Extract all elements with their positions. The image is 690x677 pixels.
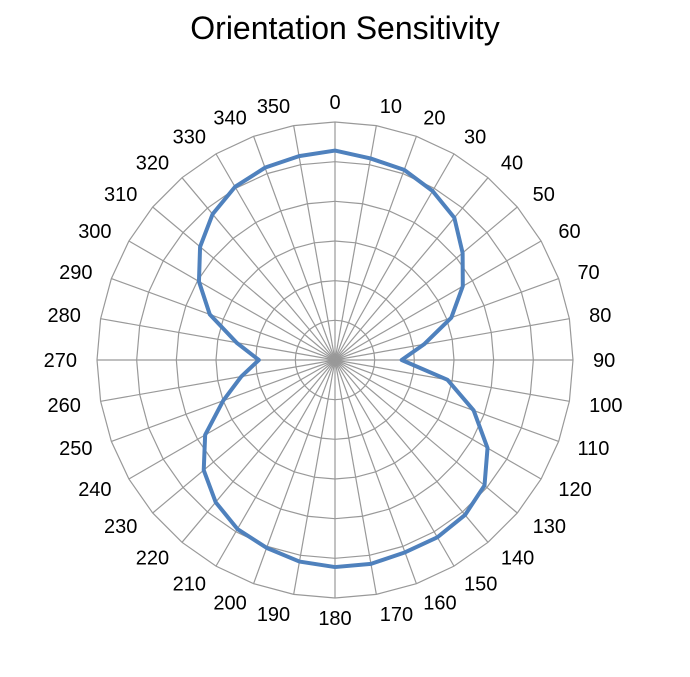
angle-tick-label: 270: [44, 350, 77, 372]
angle-tick-label: 80: [589, 305, 611, 327]
angle-tick-label: 20: [423, 108, 445, 130]
grid-spoke: [152, 359, 336, 514]
grid-spoke: [334, 153, 455, 361]
grid-spoke: [334, 359, 489, 543]
grid-spoke: [181, 177, 336, 361]
angle-tick-label: 180: [318, 608, 351, 630]
angle-tick-label: 90: [593, 350, 615, 372]
grid-spoke: [100, 359, 336, 402]
angle-tick-label: 280: [48, 305, 81, 327]
angle-tick-label: 110: [577, 438, 609, 460]
grid-spoke: [128, 240, 336, 361]
angle-tick-label: 200: [213, 592, 246, 614]
grid-spoke: [253, 136, 336, 361]
grid-spoke: [334, 359, 455, 567]
series-line: [196, 148, 490, 570]
grid-spoke: [100, 318, 336, 361]
grid-spoke: [334, 206, 518, 361]
angle-tick-label: 130: [533, 516, 566, 538]
grid-spoke: [334, 359, 570, 402]
angle-tick-label: 250: [59, 438, 92, 460]
angle-tick-label: 140: [501, 548, 534, 570]
angle-tick-label: 10: [380, 96, 402, 118]
grid-spoke: [111, 278, 336, 361]
grid-spoke: [181, 359, 336, 543]
grid-spoke: [334, 125, 377, 361]
angle-tick-label: 160: [423, 592, 456, 614]
angle-tick-label: 30: [464, 127, 486, 149]
angle-tick-label: 50: [533, 184, 555, 206]
grid-spoke: [215, 359, 336, 567]
grid-spoke: [334, 359, 518, 514]
grid-spoke: [152, 206, 336, 361]
angle-tick-label: 170: [380, 604, 413, 626]
angle-tick-label: 120: [558, 479, 591, 501]
grid-spoke: [334, 359, 377, 595]
angle-tick-label: 40: [501, 152, 523, 174]
angle-tick-label: 340: [213, 108, 246, 130]
grid-spoke: [334, 359, 417, 584]
angle-tick-label: 260: [48, 395, 81, 417]
angle-tick-label: 210: [173, 573, 206, 595]
grid-spoke: [334, 359, 542, 480]
angle-tick-label: 310: [104, 184, 137, 206]
angle-tick-label: 220: [136, 548, 169, 570]
angle-tick-label: 70: [577, 262, 599, 284]
grid-spoke: [334, 177, 489, 361]
angle-tick-label: 350: [257, 96, 290, 118]
angle-tick-label: 100: [589, 395, 622, 417]
angle-tick-label: 190: [257, 604, 290, 626]
angle-tick-label: 230: [104, 516, 137, 538]
grid-spoke: [334, 318, 570, 361]
grid-spoke: [334, 359, 559, 442]
grid-spoke: [334, 240, 542, 361]
angle-tick-label: 240: [78, 479, 111, 501]
grid-spoke: [334, 136, 417, 361]
angle-tick-label: 60: [558, 221, 580, 243]
angle-tick-label: 300: [78, 221, 111, 243]
angle-tick-label: 330: [173, 127, 206, 149]
grid-spoke: [128, 359, 336, 480]
angle-tick-label: 150: [464, 573, 497, 595]
angle-tick-label: 0: [329, 92, 340, 114]
grid-spoke: [293, 125, 336, 361]
grid-spoke: [293, 359, 336, 595]
angle-tick-label: 290: [59, 262, 92, 284]
chart-title: Orientation Sensitivity: [190, 10, 500, 46]
angle-tick-label: 320: [136, 152, 169, 174]
